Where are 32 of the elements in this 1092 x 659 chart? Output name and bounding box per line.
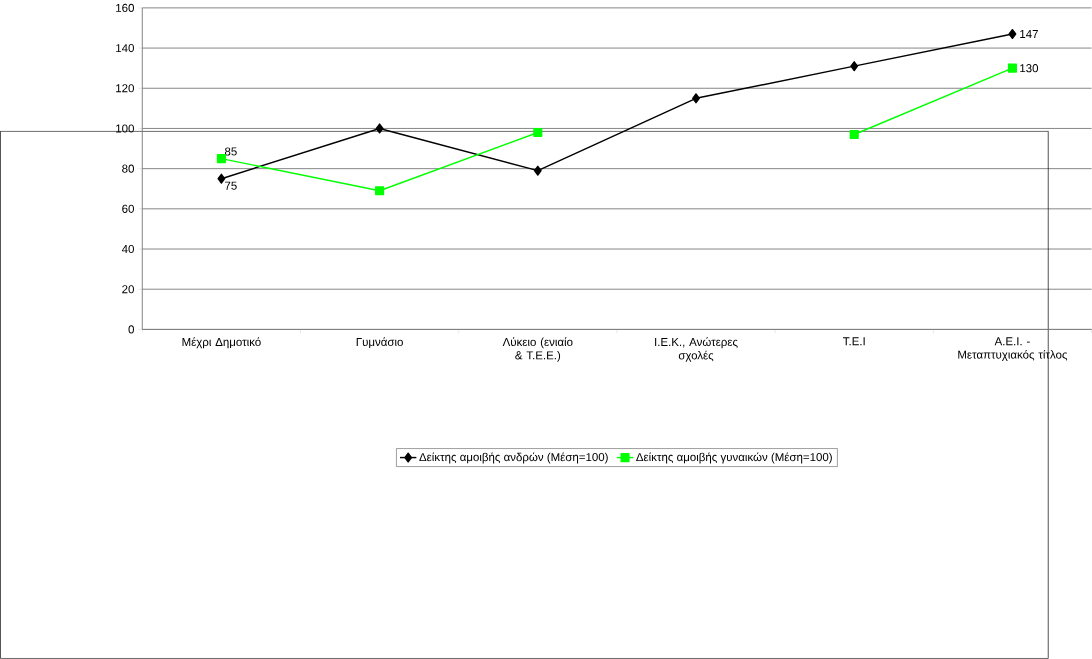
legend-label: Δείκτης αμοιβής γυναικών (Μέση=100): [636, 452, 832, 464]
point: [216, 154, 226, 164]
x-tick-label: Λύκειο (ενιαίο & Τ.Ε.Ε.): [502, 337, 573, 362]
x-tick-label: Τ.Ε.Ι: [842, 337, 865, 346]
y-tick-label: 120: [116, 84, 134, 93]
x-tick-label: Α.Ε.Ι. - Μεταπτυχιακός τίτλος: [958, 337, 1068, 361]
y-tick-label: 40: [121, 245, 134, 254]
point: [375, 123, 384, 134]
point: [692, 93, 700, 104]
y-tick-label: 20: [122, 285, 134, 294]
point: [850, 61, 859, 72]
y-tick-label: 100: [116, 124, 134, 133]
point: [533, 127, 543, 138]
point: [533, 165, 542, 176]
point: [217, 173, 226, 184]
y-tick-label: 160: [116, 3, 134, 12]
data-label: 85: [224, 147, 237, 156]
point: [849, 129, 859, 140]
legend-label: Δείκτης αμοιβής ανδρών (Μέση=100): [419, 452, 608, 464]
data-label: 147: [1020, 30, 1038, 39]
point: [1007, 63, 1017, 73]
x-tick-label: Ι.Ε.Κ., Ανώτερες σχολές: [655, 337, 738, 362]
data-label: 75: [225, 181, 237, 190]
point: [375, 186, 385, 196]
y-tick-label: 0: [128, 325, 134, 334]
y-tick-label: 140: [116, 44, 134, 53]
y-tick-label: 60: [122, 204, 134, 213]
y-tick-label: 80: [122, 164, 134, 173]
data-label: 130: [1020, 64, 1039, 73]
x-tick-label: Γυμνάσιο: [356, 337, 403, 349]
point: [1008, 29, 1017, 40]
x-tick-label: Μέχρι Δημοτικό: [182, 337, 261, 349]
